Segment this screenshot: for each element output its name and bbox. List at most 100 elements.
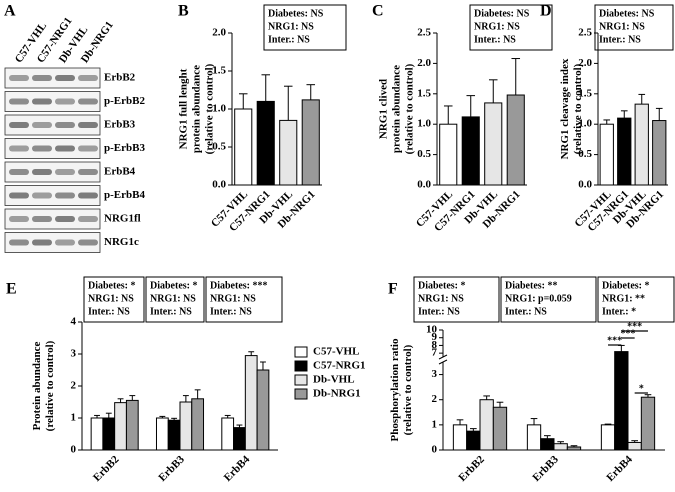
- blot-band: [32, 239, 52, 246]
- stats-text: Diabetes: *: [602, 280, 650, 291]
- row-label: ErbB3: [104, 119, 136, 131]
- y-tick-label: 1.5: [212, 65, 226, 77]
- x-tick-label: ErbB2: [91, 453, 122, 484]
- bar: [221, 417, 235, 451]
- y-tick-label: 2.5: [578, 27, 592, 39]
- bar: [155, 417, 169, 451]
- row-label: p-ErbB3: [104, 142, 145, 154]
- bar: [191, 398, 205, 451]
- row-label: ErbB4: [104, 166, 136, 178]
- y-tick-label: 1.5: [578, 87, 592, 99]
- error-bar: [631, 440, 638, 443]
- error-bar: [570, 445, 578, 447]
- stats-text: Inter.: NS: [88, 306, 130, 317]
- error-bar: [129, 395, 136, 401]
- y-tick-label: 1: [432, 418, 438, 430]
- y-tick-label: 0: [71, 444, 77, 456]
- row-label: p-ErbB2: [104, 95, 145, 107]
- error-bar: [511, 58, 521, 96]
- y-tick-label: 2: [432, 393, 438, 405]
- stats-text: NRG1: NS: [150, 293, 196, 304]
- bar: [627, 441, 642, 451]
- blot-band: [32, 122, 52, 128]
- bar: [279, 119, 298, 186]
- blot-band: [78, 169, 98, 175]
- bar: [566, 446, 582, 451]
- bar: [256, 369, 270, 451]
- error-bar: [182, 395, 189, 402]
- error-bar: [194, 389, 201, 399]
- blot-band: [9, 122, 29, 128]
- significance-label: *: [639, 383, 644, 394]
- bar: [479, 399, 494, 451]
- blot-band: [32, 192, 52, 199]
- stats-text: NRG1: NS: [268, 21, 314, 32]
- error-bar: [248, 351, 255, 356]
- error-bar: [94, 414, 100, 418]
- y-tick-label: 8: [432, 339, 438, 351]
- blot-frame: [4, 161, 101, 183]
- error-bar: [306, 84, 316, 100]
- bar: [452, 424, 468, 451]
- legend-label: Db-NRG1: [313, 388, 361, 400]
- bar: [179, 401, 193, 451]
- stats-box: [594, 4, 674, 51]
- panel-letter: E: [6, 281, 17, 298]
- y-tick-label: 1.0: [212, 103, 226, 115]
- error-bar: [466, 95, 476, 117]
- blot-frame: [4, 208, 101, 230]
- error-bar: [105, 412, 112, 418]
- stats-text: Inter.: NS: [599, 34, 641, 45]
- stats-text: NRG1: NS: [599, 21, 645, 32]
- error-bar: [470, 428, 477, 432]
- y-tick-label: 7: [432, 347, 438, 359]
- significance-label: ***: [607, 335, 622, 346]
- y-tick-label: 1.5: [417, 87, 431, 99]
- error-bar: [483, 395, 490, 400]
- y-axis-label: protein abundance: [391, 65, 403, 153]
- stats-text: NRG1: p=0.059: [505, 293, 572, 304]
- blot-band: [78, 192, 98, 199]
- blot-frame: [4, 91, 101, 112]
- blot-band: [32, 98, 52, 105]
- legend-label: Db-VHL: [313, 374, 355, 386]
- error-bar: [117, 398, 124, 403]
- error-bar: [236, 424, 243, 428]
- blot-band: [55, 192, 75, 199]
- blot-band: [78, 145, 98, 152]
- blot-frame: [4, 138, 101, 159]
- bar: [114, 402, 127, 451]
- blot-band: [9, 239, 29, 246]
- error-bar: [224, 414, 231, 418]
- y-tick-label: 0.0: [212, 179, 226, 191]
- bar: [599, 123, 614, 186]
- y-axis-label: (relative to control): [572, 63, 584, 154]
- stats-text: Inter.: NS: [474, 34, 516, 45]
- blot-band: [9, 216, 29, 222]
- bar: [244, 355, 258, 451]
- y-axis-label: NRG1 clived: [378, 79, 390, 139]
- error-bar: [644, 394, 652, 398]
- stats-box: [597, 276, 675, 323]
- x-tick-label: ErbB2: [456, 453, 487, 484]
- panel-letter: A: [4, 3, 16, 20]
- blot-band: [32, 75, 52, 81]
- y-tick-label: 1: [71, 412, 77, 424]
- y-axis-label: protein abundance: [191, 65, 203, 153]
- y-tick-label: 0.5: [417, 148, 431, 160]
- legend-swatch: [294, 374, 308, 386]
- stats-text: Diabetes: **: [505, 280, 558, 291]
- bar: [301, 99, 320, 186]
- stats-box: [205, 276, 283, 323]
- y-tick-label: 9: [432, 331, 438, 343]
- error-bar: [238, 93, 248, 109]
- stats-text: Diabetes: NS: [268, 8, 324, 19]
- stats-text: NRG1: **: [602, 293, 645, 304]
- stats-text: Diabetes: ***: [210, 280, 268, 291]
- error-bar: [557, 441, 564, 444]
- bar: [526, 424, 542, 451]
- error-bar: [603, 119, 611, 125]
- bar: [102, 417, 116, 451]
- y-axis-label: (relative to control): [204, 63, 216, 154]
- x-tick-label: ErbB4: [222, 453, 253, 484]
